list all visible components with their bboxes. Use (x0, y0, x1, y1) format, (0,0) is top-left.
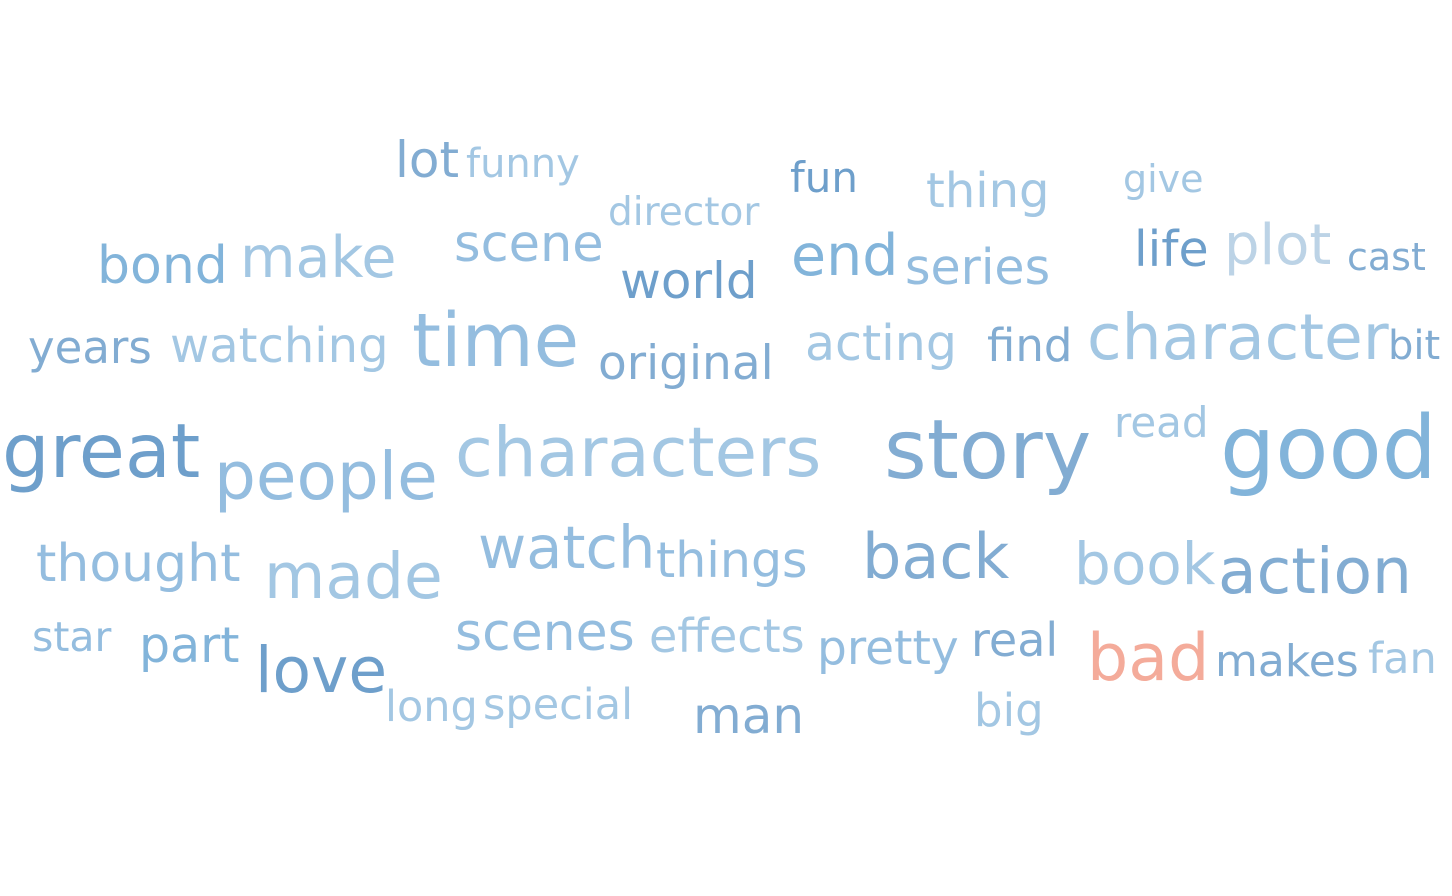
word-original: original (598, 336, 774, 391)
word-action: action (1218, 535, 1412, 608)
word-star: star (32, 613, 112, 661)
word-series: series (905, 239, 1050, 296)
word-man: man (693, 687, 804, 745)
word-part: part (139, 617, 240, 674)
word-funny: funny (466, 141, 580, 187)
word-thing: thing (926, 163, 1049, 219)
word-love: love (255, 634, 387, 707)
word-acting: acting (805, 315, 957, 372)
word-read: read (1114, 398, 1209, 447)
word-cast: cast (1347, 235, 1426, 279)
word-plot: plot (1224, 213, 1331, 278)
word-scenes: scenes (455, 603, 635, 663)
word-years: years (28, 321, 152, 374)
word-world: world (620, 252, 758, 310)
word-great: great (2, 407, 200, 495)
word-time: time (412, 298, 579, 384)
word-story: story (884, 403, 1091, 498)
word-pretty: pretty (817, 621, 959, 676)
word-scene: scene (454, 215, 604, 274)
word-lot: lot (395, 131, 459, 189)
word-makes: makes (1215, 636, 1359, 687)
word-characters: characters (455, 413, 821, 493)
word-book: book (1074, 530, 1216, 598)
word-fun: fun (790, 153, 858, 202)
word-special: special (483, 680, 633, 730)
word-big: big (974, 684, 1044, 737)
word-end: end (791, 223, 898, 289)
word-back: back (862, 520, 1009, 593)
word-good: good (1220, 397, 1437, 499)
word-things: things (656, 532, 808, 589)
word-watch: watch (478, 513, 655, 582)
word-thought: thought (36, 534, 240, 594)
word-watching: watching (170, 318, 389, 374)
word-give: give (1123, 157, 1204, 201)
word-real: real (971, 613, 1058, 667)
word-find: find (987, 319, 1072, 372)
word-people: people (214, 438, 438, 515)
word-make: make (240, 225, 397, 291)
word-bond: bond (97, 236, 228, 296)
word-bit: bit (1388, 323, 1440, 369)
word-character: character (1087, 301, 1389, 374)
word-made: made (264, 540, 443, 613)
word-bad: bad (1087, 621, 1209, 696)
word-fan: fan (1368, 634, 1437, 684)
word-effects: effects (649, 609, 805, 663)
word-long: long (385, 682, 478, 732)
word-life: life (1134, 221, 1209, 278)
word-director: director (608, 190, 760, 235)
